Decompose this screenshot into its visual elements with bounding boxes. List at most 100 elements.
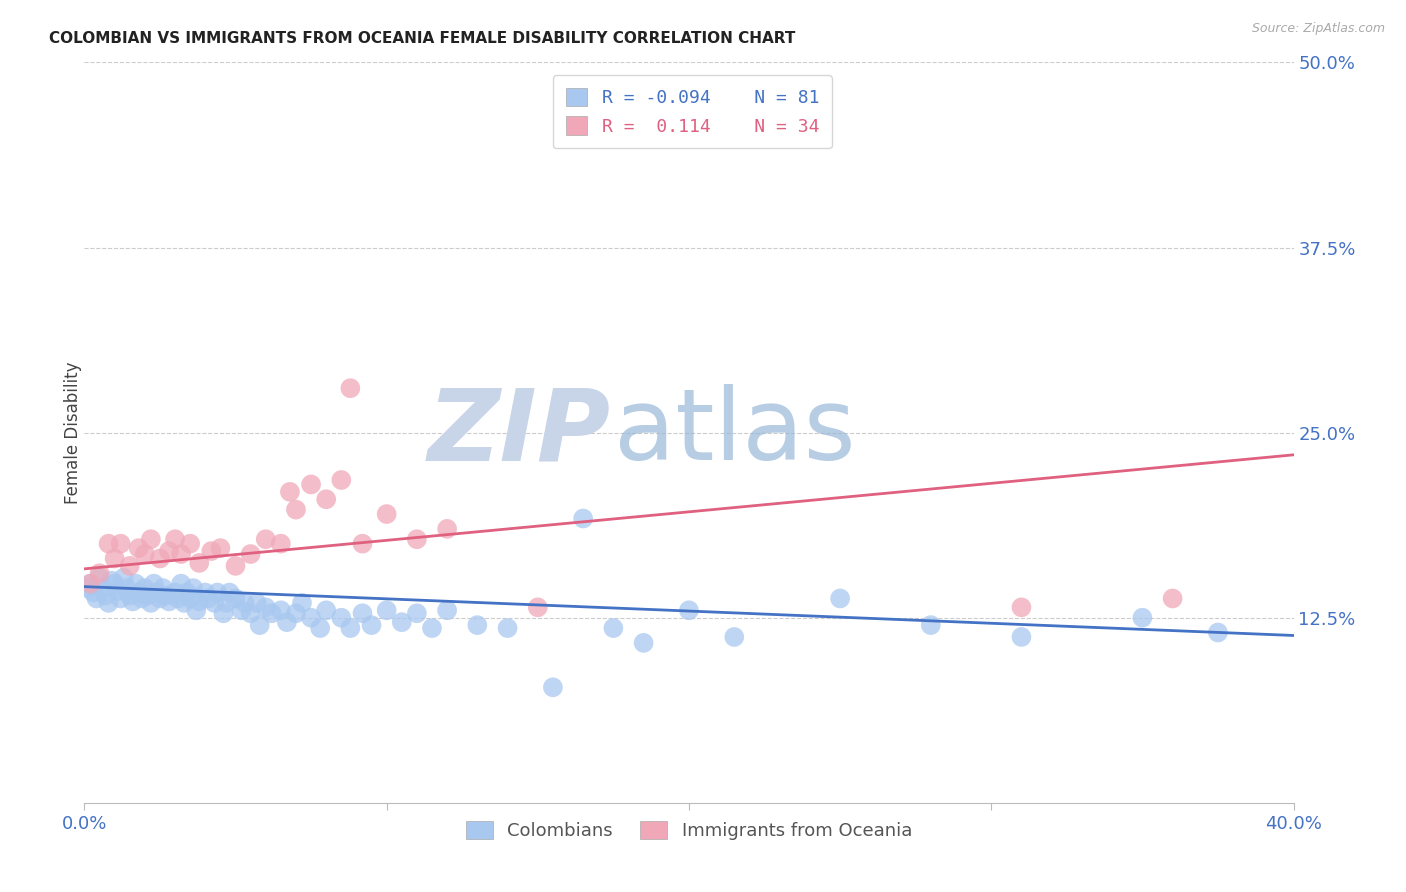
Point: [146, 585, 169, 599]
Point: [97, 596, 120, 610]
Point: [254, 600, 277, 615]
Point: [225, 591, 247, 606]
Point: [215, 596, 238, 610]
Point: [76, 581, 98, 595]
Text: Source: ZipAtlas.com: Source: ZipAtlas.com: [1251, 22, 1385, 36]
Point: [179, 591, 201, 606]
Text: ZIP: ZIP: [427, 384, 610, 481]
Legend: Colombians, Immigrants from Oceania: Colombians, Immigrants from Oceania: [457, 812, 921, 849]
Point: [285, 502, 308, 516]
Point: [406, 533, 429, 547]
Point: [1011, 630, 1033, 644]
Point: [572, 511, 595, 525]
Point: [291, 596, 314, 610]
Point: [110, 591, 132, 606]
Point: [233, 596, 256, 610]
Point: [249, 618, 271, 632]
Point: [89, 566, 111, 581]
Point: [1161, 591, 1184, 606]
Point: [352, 607, 374, 621]
Point: [79, 576, 101, 591]
Point: [188, 556, 211, 570]
Point: [270, 603, 292, 617]
Point: [200, 544, 222, 558]
Point: [186, 603, 208, 617]
Point: [309, 621, 332, 635]
Point: [118, 589, 141, 603]
Point: [194, 585, 217, 599]
Point: [104, 551, 127, 566]
Point: [406, 607, 429, 621]
Point: [375, 507, 398, 521]
Point: [278, 484, 301, 499]
Point: [1011, 600, 1033, 615]
Point: [170, 547, 193, 561]
Text: atlas: atlas: [614, 384, 856, 481]
Point: [197, 591, 219, 606]
Point: [830, 591, 852, 606]
Point: [134, 581, 156, 595]
Point: [165, 585, 187, 599]
Point: [115, 581, 138, 595]
Point: [179, 536, 201, 550]
Point: [270, 536, 292, 550]
Point: [920, 618, 942, 632]
Point: [207, 585, 229, 599]
Point: [104, 576, 127, 591]
Point: [165, 533, 187, 547]
Point: [139, 596, 162, 610]
Point: [239, 607, 262, 621]
Point: [212, 607, 235, 621]
Point: [134, 547, 156, 561]
Point: [467, 618, 489, 632]
Point: [1130, 610, 1153, 624]
Point: [276, 615, 298, 629]
Point: [315, 492, 337, 507]
Point: [260, 607, 283, 621]
Point: [420, 621, 443, 635]
Point: [231, 603, 253, 617]
Point: [678, 603, 700, 617]
Point: [121, 594, 143, 608]
Point: [110, 536, 132, 550]
Point: [391, 615, 413, 629]
Point: [157, 594, 180, 608]
Point: [152, 581, 174, 595]
Point: [633, 636, 655, 650]
Point: [79, 576, 101, 591]
Point: [299, 610, 322, 624]
Point: [149, 591, 172, 606]
Point: [436, 603, 458, 617]
Point: [91, 581, 114, 595]
Point: [723, 630, 745, 644]
Point: [149, 551, 172, 566]
Point: [1206, 625, 1229, 640]
Point: [496, 621, 519, 635]
Point: [527, 600, 550, 615]
Point: [170, 576, 193, 591]
Point: [155, 589, 177, 603]
Point: [339, 621, 361, 635]
Point: [89, 571, 111, 585]
Point: [82, 585, 104, 599]
Point: [330, 610, 353, 624]
Point: [118, 558, 141, 573]
Point: [218, 585, 240, 599]
Point: [436, 522, 458, 536]
Point: [225, 558, 247, 573]
Point: [202, 596, 225, 610]
Point: [142, 576, 165, 591]
Point: [254, 533, 277, 547]
Point: [176, 585, 198, 599]
Text: COLOMBIAN VS IMMIGRANTS FROM OCEANIA FEMALE DISABILITY CORRELATION CHART: COLOMBIAN VS IMMIGRANTS FROM OCEANIA FEM…: [49, 31, 796, 46]
Point: [188, 594, 211, 608]
Point: [360, 618, 382, 632]
Point: [315, 603, 337, 617]
Point: [128, 541, 150, 555]
Point: [352, 536, 374, 550]
Point: [128, 585, 150, 599]
Point: [100, 574, 122, 588]
Y-axis label: Female Disability: Female Disability: [65, 361, 82, 504]
Point: [139, 533, 162, 547]
Point: [112, 571, 135, 585]
